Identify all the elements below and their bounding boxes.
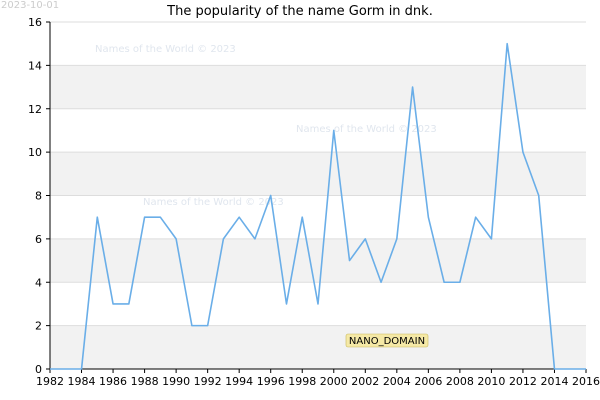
background-bands [50, 65, 586, 369]
series-line [50, 42, 586, 370]
x-tick-label: 1988 [131, 375, 159, 388]
background-band [50, 65, 586, 109]
watermark-text: Names of the World © 2023 [95, 44, 236, 55]
x-tick-label: 1994 [225, 375, 253, 388]
x-tick-label: 2008 [446, 375, 474, 388]
watermark-text: Names of the World © 2023 [143, 197, 284, 208]
watermarks: Names of the World © 2023 Names of the W… [95, 44, 437, 208]
y-tick-label: 14 [28, 59, 42, 72]
x-tick-label: 1986 [99, 375, 127, 388]
x-tick-label: 2010 [477, 375, 505, 388]
x-tick-label: 2004 [383, 375, 411, 388]
x-tick-label: 1992 [194, 375, 222, 388]
y-tick-label: 12 [28, 103, 42, 116]
date-stamp: 2023-10-01 [1, 0, 59, 11]
y-tick-label: 16 [28, 16, 42, 29]
nano-domain-label: NANO_DOMAIN [349, 336, 425, 347]
y-tick-label: 0 [35, 363, 42, 376]
series-group [50, 42, 586, 370]
x-tick-label: 1998 [288, 375, 316, 388]
y-tick-label: 10 [28, 146, 42, 159]
background-band [50, 238, 586, 283]
watermark-text: Names of the World © 2023 [296, 124, 437, 135]
x-tick-label: 1996 [257, 375, 285, 388]
x-tick-label: 1982 [36, 375, 64, 388]
x-tick-label: 2000 [320, 375, 348, 388]
x-tick-label: 1990 [162, 375, 190, 388]
chart-title: The popularity of the name Gorm in dnk. [166, 4, 433, 19]
background-band [50, 152, 586, 196]
y-tick-label: 8 [35, 190, 42, 203]
y-axis-ticks: 0 2 4 6 8 10 12 14 16 [28, 16, 50, 376]
x-axis-ticks: 1982 1984 1986 1988 1990 1992 1994 1996 1998 2000… [36, 369, 600, 388]
nano-domain-badge-bg [345, 333, 429, 348]
x-tick-label: 2012 [509, 375, 537, 388]
x-tick-label: 2016 [572, 375, 600, 388]
background-band [50, 325, 586, 369]
x-tick-label: 1984 [68, 375, 96, 388]
y-tick-label: 4 [35, 276, 42, 289]
x-tick-label: 2002 [351, 375, 379, 388]
x-tick-label: 2014 [540, 375, 568, 388]
y-tick-label: 2 [35, 320, 42, 333]
y-tick-label: 6 [35, 233, 42, 246]
nano-domain-badge: NANO_DOMAIN [345, 333, 429, 348]
x-tick-label: 2006 [414, 375, 442, 388]
